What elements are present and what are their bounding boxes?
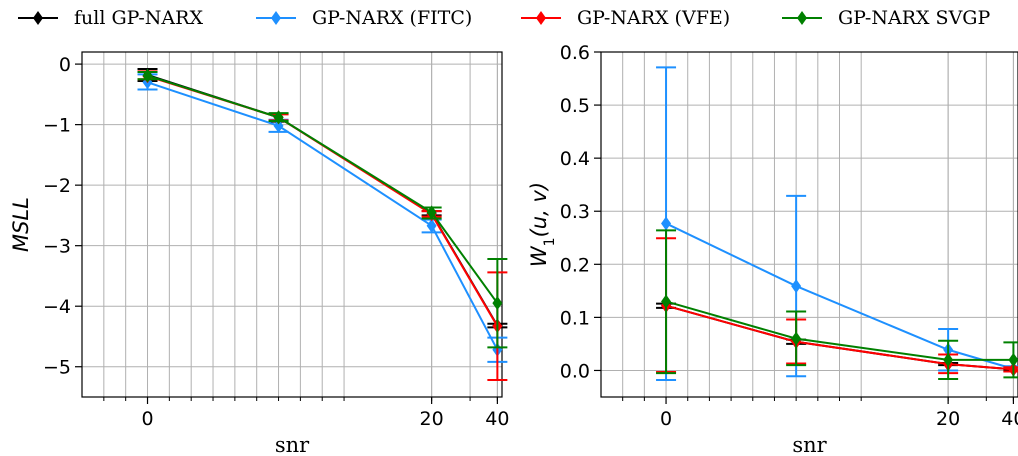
y-tick-label: 0 (59, 54, 71, 76)
legend-diamond-marker (797, 11, 807, 25)
wasserstein-panel: 0 20 40 0.0 0.1 0.2 0.3 0.4 0.5 0.6 snr W1(u, v) (527, 42, 1018, 456)
legend-diamond-marker (33, 11, 43, 25)
y-tick-label: −3 (43, 236, 71, 258)
y-tick-label: 0.4 (560, 148, 590, 170)
x-axis-label: snr (792, 433, 827, 456)
legend-entry: GP-NARX SVGP (782, 7, 990, 29)
msll-panel: 0 20 40 0 −1 −2 −3 −4 −5 snr MSLL (9, 51, 509, 456)
legend-label: GP-NARX SVGP (838, 7, 990, 29)
series-gp-narx-fitc- (656, 66, 1018, 382)
series-gp-narx-vfe- (656, 237, 1018, 377)
series-gp-narx-svgp (656, 229, 1018, 380)
y-axis-label: MSLL (9, 197, 33, 252)
y-tick-label: −2 (43, 175, 71, 197)
data-point (661, 294, 672, 309)
legend-label: full GP-NARX (74, 7, 203, 29)
data-point (661, 216, 672, 231)
data-point (273, 110, 284, 125)
data-point (142, 68, 153, 83)
series-line (147, 74, 499, 304)
y-tick-label: −1 (43, 115, 71, 137)
data-point (791, 279, 802, 294)
data-point (426, 205, 437, 220)
y-tick-label: 0.0 (560, 360, 590, 382)
axes-frame (600, 51, 1018, 398)
series-line (665, 300, 1014, 361)
data-point (492, 296, 503, 311)
y-tick-label: 0.3 (560, 201, 590, 223)
x-tick-label: 0 (141, 408, 153, 430)
legend-entry: full GP-NARX (18, 7, 203, 29)
y-tick-label: 0.5 (560, 95, 590, 117)
legend: full GP-NARX GP-NARX (FITC) GP-NARX (VFE) G… (18, 7, 990, 29)
x-tick-label: 20 (420, 408, 444, 430)
legend-entry: GP-NARX (FITC) (256, 7, 472, 29)
y-tick-label: 0.1 (560, 307, 590, 329)
y-tick-label: −5 (43, 357, 71, 379)
y-axis-label-subscript: 1 (542, 237, 558, 246)
data-point (791, 331, 802, 346)
legend-label: GP-NARX (FITC) (312, 7, 472, 29)
legend-label: GP-NARX (VFE) (577, 7, 730, 29)
data-point (426, 218, 437, 233)
legend-diamond-marker (536, 11, 546, 25)
x-axis-label: snr (275, 433, 310, 456)
data-point (943, 352, 954, 367)
y-tick-label: 0.2 (560, 254, 590, 276)
data-point (273, 118, 284, 133)
legend-diamond-marker (271, 11, 281, 25)
series-gp-narx-svgp (137, 68, 508, 349)
series-line (665, 304, 1014, 371)
axes-frame (81, 51, 503, 398)
legend-entry: GP-NARX (VFE) (521, 7, 730, 29)
y-tick-label: −4 (43, 296, 71, 318)
x-tick-label: 20 (936, 408, 960, 430)
series-line (147, 81, 499, 351)
grid (82, 52, 502, 397)
x-tick-label: 40 (485, 408, 509, 430)
y-axis-label: W1(u, v) (527, 182, 558, 267)
y-axis-label-args: (u, v) (527, 182, 551, 237)
x-tick-label: 40 (1001, 408, 1018, 430)
y-tick-label: 0.6 (560, 42, 590, 64)
x-tick-label: 0 (660, 408, 672, 430)
data-point (1008, 352, 1018, 367)
